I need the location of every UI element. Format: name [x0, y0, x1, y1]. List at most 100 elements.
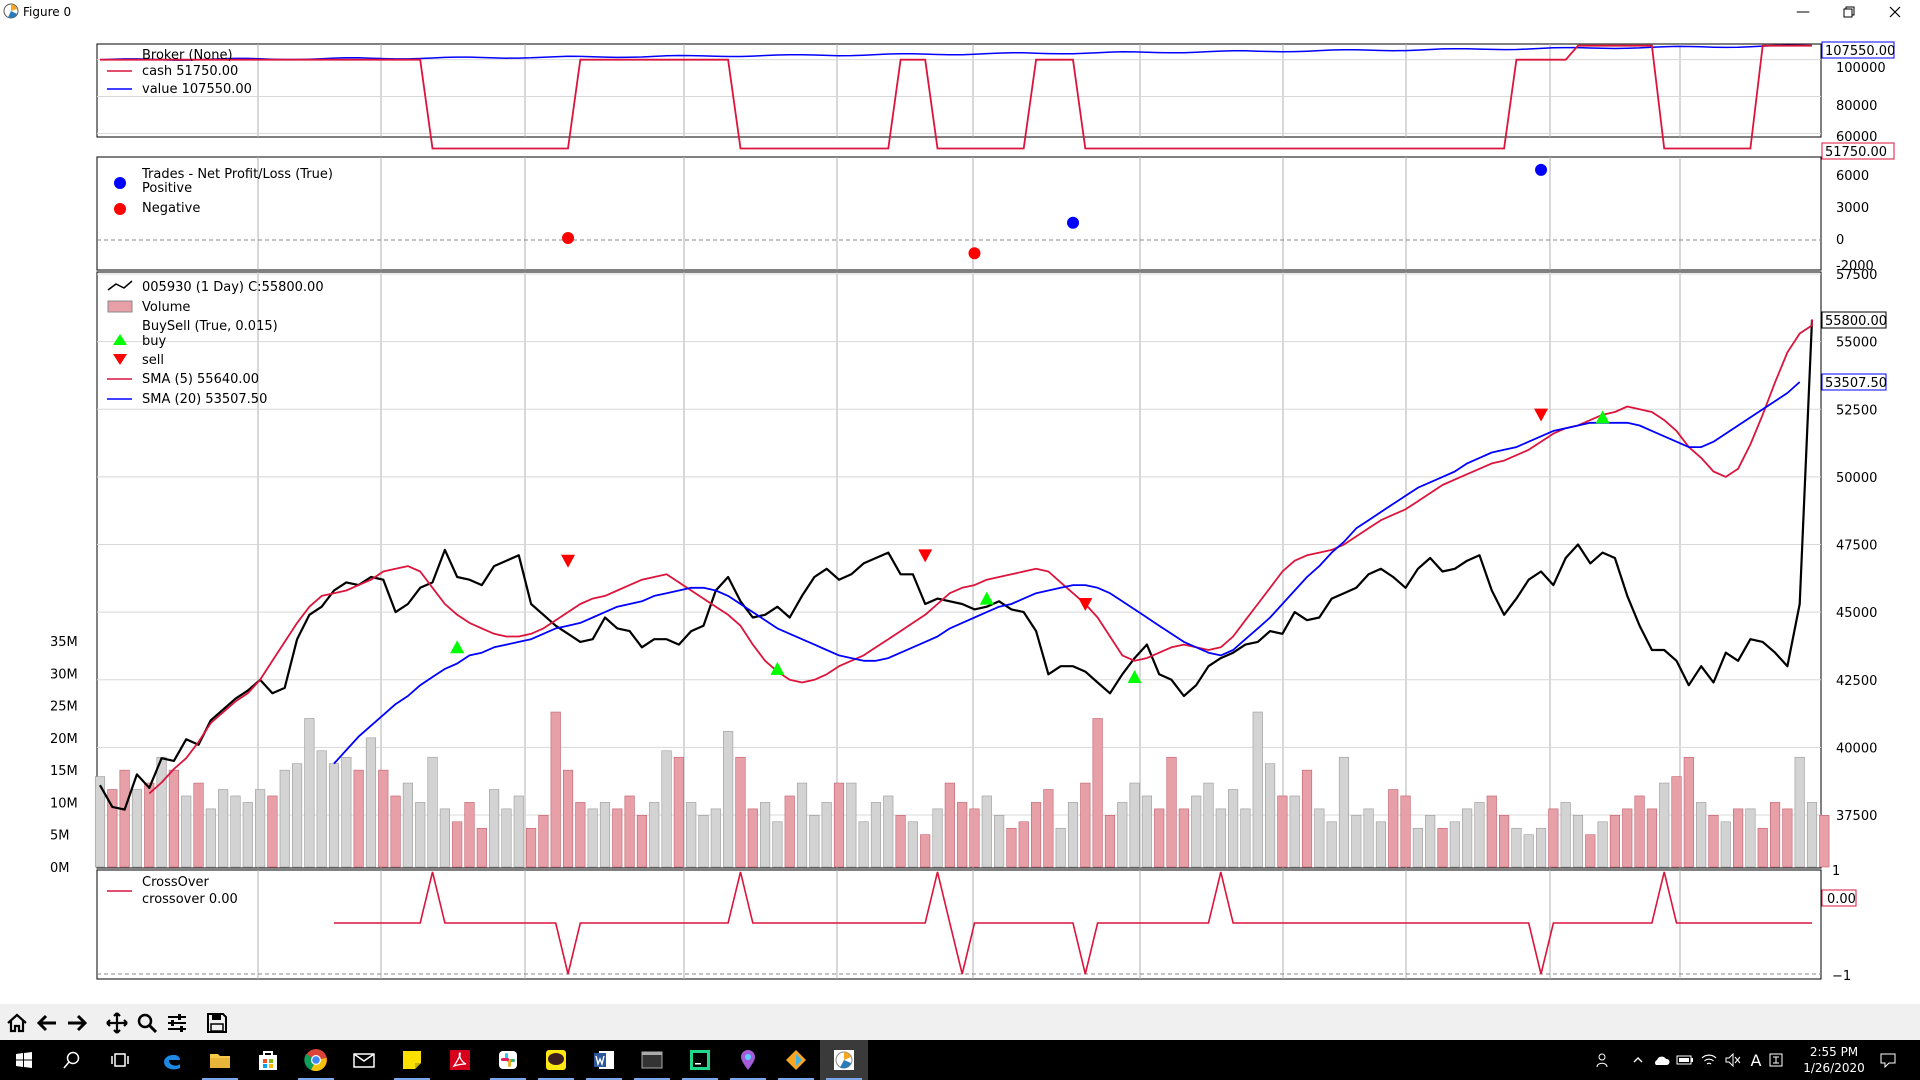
price-ytick-37500: 37500 [1836, 809, 1877, 824]
taskbar-pycharm[interactable] [676, 1040, 724, 1080]
taskbar-store[interactable] [244, 1040, 292, 1080]
back-button[interactable] [34, 1010, 60, 1036]
volume-bar [1326, 821, 1337, 868]
pan-button[interactable] [104, 1010, 130, 1036]
task-view-button[interactable] [96, 1040, 144, 1080]
volume-bar [242, 802, 253, 868]
volume-bar [698, 815, 709, 868]
volume-bar [1030, 802, 1042, 868]
volume-bar [599, 802, 611, 868]
input-language-button[interactable]: A [1746, 1040, 1766, 1080]
volume-ytick-10M: 10M [50, 796, 78, 811]
volume-bar [1265, 763, 1276, 868]
volume-bar [316, 750, 327, 868]
taskbar-acrobat[interactable] [436, 1040, 484, 1080]
volume-bar [1634, 795, 1645, 868]
volume-bar [944, 782, 955, 868]
title-bar: Figure 0 — [0, 0, 1920, 24]
volume-bar [341, 756, 352, 868]
taskbar-kakaotalk[interactable] [532, 1040, 580, 1080]
close-button[interactable] [1872, 0, 1918, 24]
buy-marker [979, 591, 994, 605]
minimize-button[interactable]: — [1780, 0, 1826, 24]
matplotlib-toolbar [0, 1004, 1920, 1040]
price-legend-sell: sell [142, 353, 164, 368]
restore-button[interactable] [1826, 0, 1872, 24]
volume-bar [1141, 795, 1152, 868]
volume-bar [1806, 802, 1818, 868]
onedrive-button[interactable] [1650, 1040, 1672, 1080]
taskbar-chrome[interactable] [292, 1040, 340, 1080]
volume-bar [131, 789, 143, 868]
broker-ytick-80000: 80000 [1836, 99, 1877, 114]
price-ytick-40000: 40000 [1836, 741, 1877, 756]
volume-bar [969, 808, 980, 868]
volume-bar [328, 763, 340, 868]
volume-bar [156, 756, 167, 868]
taskbar-maps[interactable] [724, 1040, 772, 1080]
volume-bar [1191, 795, 1202, 868]
volume-bar [981, 795, 992, 868]
crossover-ytick-1: 1 [1832, 864, 1840, 879]
configure-subplots-button[interactable] [164, 1010, 190, 1036]
taskbar-edge[interactable] [148, 1040, 196, 1080]
volume-bar [747, 808, 758, 868]
folder-icon [210, 1054, 230, 1068]
show-hidden-icons-button[interactable] [1628, 1040, 1648, 1080]
network-button[interactable] [1698, 1040, 1720, 1080]
taskbar-python-figure[interactable] [820, 1040, 868, 1080]
taskbar-file-explorer[interactable] [196, 1040, 244, 1080]
zoom-button[interactable] [134, 1010, 160, 1036]
minimize-icon: — [1796, 4, 1810, 20]
taskbar-git-tool[interactable] [772, 1040, 820, 1080]
volume-bar [920, 834, 931, 868]
volume-button[interactable] [1722, 1040, 1744, 1080]
volume-bar [1277, 795, 1288, 868]
ime-mode-button[interactable] [1766, 1040, 1786, 1080]
taskbar-mail[interactable] [340, 1040, 388, 1080]
move-icon [106, 1012, 128, 1034]
action-center-button[interactable] [1870, 1040, 1906, 1080]
broker-value-line [99, 44, 1813, 61]
search-icon [63, 1051, 80, 1069]
search-button[interactable] [48, 1040, 96, 1080]
forward-button[interactable] [64, 1010, 90, 1036]
volume-bar [464, 802, 475, 868]
pdf-reader-icon [450, 1050, 470, 1070]
people-button[interactable] [1590, 1040, 1618, 1080]
volume-bar [378, 769, 389, 868]
volume-bar [760, 802, 771, 868]
volume-bar [526, 827, 537, 868]
price-legend-sma20: SMA (20) 53507.50 [142, 392, 267, 407]
volume-bar [1708, 815, 1719, 868]
volume-bar [181, 795, 192, 868]
taskbar-sticky-notes[interactable] [388, 1040, 436, 1080]
home-button[interactable] [4, 1010, 30, 1036]
volume-bar [1757, 827, 1768, 868]
backtrader-chart: Broker (None) cash 51750.00 value 107550… [50, 41, 1895, 984]
save-figure-button[interactable] [204, 1010, 230, 1036]
map-pin-icon [741, 1050, 755, 1070]
taskbar-slack[interactable] [484, 1040, 532, 1080]
price-ytick-45000: 45000 [1836, 606, 1877, 621]
clock[interactable]: 2:55 PM 1/26/2020 [1786, 1044, 1882, 1076]
battery-button[interactable] [1674, 1040, 1696, 1080]
volume-bar [291, 763, 303, 868]
volume-ytick-5M: 5M [50, 829, 70, 844]
crossover-line [334, 871, 1812, 975]
volume-bar [1067, 802, 1079, 868]
volume-bar [365, 737, 377, 868]
volume-bar [1129, 782, 1140, 868]
volume-bar [1671, 776, 1682, 868]
crossover-legend-value: crossover 0.00 [142, 892, 238, 907]
taskbar-word[interactable] [580, 1040, 628, 1080]
trade-positive-dot [1067, 216, 1080, 229]
magnifier-icon [137, 1013, 158, 1034]
volume-bar [476, 827, 487, 868]
start-button[interactable] [0, 1040, 48, 1080]
volume-bar [1769, 802, 1781, 868]
broker-cash-line [100, 44, 1812, 150]
volume-bar [833, 782, 845, 868]
taskbar-terminal[interactable] [628, 1040, 676, 1080]
ime-letter-a-icon: A [1750, 1050, 1762, 1070]
